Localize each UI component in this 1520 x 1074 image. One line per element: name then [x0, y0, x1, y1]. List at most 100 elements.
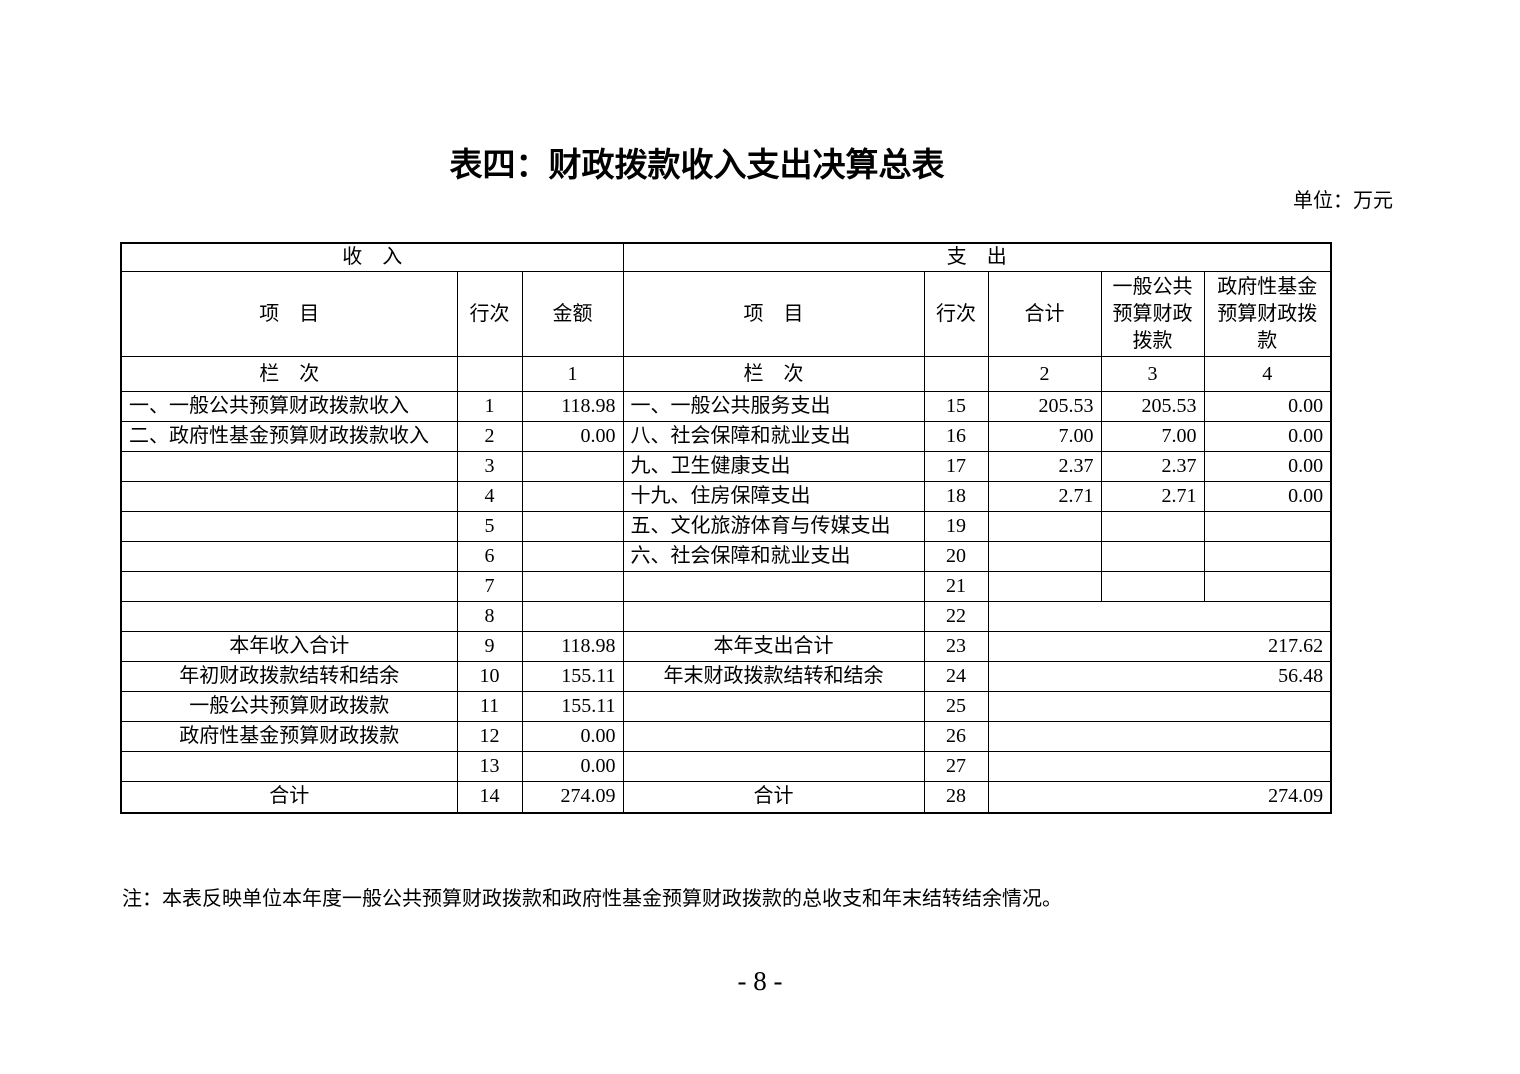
expense-total-col-no: 2: [987, 356, 1102, 392]
expense-lanci-label: 栏 次: [622, 356, 925, 392]
income-line-no: 14: [456, 781, 523, 813]
income-item: [120, 511, 458, 542]
income-amount: 155.11: [521, 691, 624, 722]
income-amount: [521, 511, 624, 542]
table-row: 二、政府性基金预算财政拨款收入 2 0.00 八、社会保障和就业支出 16 7.…: [120, 421, 1332, 452]
income-item: [120, 481, 458, 512]
expense-general: [1100, 541, 1205, 572]
expense-merged-value: [987, 601, 1332, 632]
income-item: 二、政府性基金预算财政拨款收入: [120, 421, 458, 452]
income-item: [120, 541, 458, 572]
income-amount: [521, 571, 624, 602]
expense-line-no: 22: [923, 601, 989, 632]
expense-total: 7.00: [987, 421, 1102, 452]
expense-line-no: 15: [923, 391, 989, 422]
expense-general: 205.53: [1100, 391, 1205, 422]
income-line-no: 2: [456, 421, 523, 452]
income-amount: [521, 481, 624, 512]
table-row: 3 九、卫生健康支出 17 2.37 2.37 0.00: [120, 451, 1332, 482]
income-item-header: 项 目: [120, 271, 458, 357]
income-section-header: 收 入: [120, 242, 624, 272]
expense-fund: 0.00: [1203, 391, 1332, 422]
expense-line-no: 26: [923, 721, 989, 752]
income-line-no: 1: [456, 391, 523, 422]
income-amount: 274.09: [521, 781, 624, 813]
expense-total: [987, 511, 1102, 542]
expense-item: 五、文化旅游体育与传媒支出: [622, 511, 925, 542]
income-line-no: 5: [456, 511, 523, 542]
income-item: [120, 451, 458, 482]
expense-item: [622, 721, 925, 752]
income-item: [120, 751, 458, 782]
expense-line-no: 21: [923, 571, 989, 602]
column-header-row: 项 目 行次 金额 项 目 行次 合计 一般公共预算财政拨款 政府性基金预算财政…: [120, 271, 1332, 357]
expense-item: 年末财政拨款结转和结余: [622, 661, 925, 692]
expense-total: [987, 571, 1102, 602]
income-item: 一、一般公共预算财政拨款收入: [120, 391, 458, 422]
expense-item: 十九、住房保障支出: [622, 481, 925, 512]
income-item: 政府性基金预算财政拨款: [120, 721, 458, 752]
column-index-row: 栏 次 1 栏 次 2 3 4: [120, 356, 1332, 392]
income-lanci-label: 栏 次: [120, 356, 458, 392]
expense-item: 八、社会保障和就业支出: [622, 421, 925, 452]
expense-total: [987, 541, 1102, 572]
expense-line-no: 23: [923, 631, 989, 662]
expense-merged-value: [987, 691, 1332, 722]
expense-line-no: 24: [923, 661, 989, 692]
income-line-no: 13: [456, 751, 523, 782]
expense-gov-fund-header: 政府性基金预算财政拨款: [1203, 271, 1332, 357]
table-row: 6 六、社会保障和就业支出 20: [120, 541, 1332, 572]
expense-general: [1100, 571, 1205, 602]
income-amount: 0.00: [521, 751, 624, 782]
unit-label: 单位：万元: [1293, 190, 1393, 212]
income-line-no: 11: [456, 691, 523, 722]
income-item: [120, 571, 458, 602]
expense-total: 2.71: [987, 481, 1102, 512]
page-title: 表四：财政拨款收入支出决算总表: [449, 146, 945, 183]
income-amount: 0.00: [521, 421, 624, 452]
expense-item: 九、卫生健康支出: [622, 451, 925, 482]
income-line-no: 4: [456, 481, 523, 512]
income-line-no: 6: [456, 541, 523, 572]
expense-line-no: 20: [923, 541, 989, 572]
expense-merged-value: [987, 751, 1332, 782]
income-amount: [521, 601, 624, 632]
income-amount: 118.98: [521, 631, 624, 662]
expense-item: 本年支出合计: [622, 631, 925, 662]
expense-general: [1100, 511, 1205, 542]
expense-line-blank: [923, 356, 989, 392]
expense-fund: 0.00: [1203, 421, 1332, 452]
income-amount: 118.98: [521, 391, 624, 422]
income-line-blank: [456, 356, 523, 392]
expense-general: 2.71: [1100, 481, 1205, 512]
expense-general: 7.00: [1100, 421, 1205, 452]
expense-item-header: 项 目: [622, 271, 925, 357]
table-row: 政府性基金预算财政拨款 12 0.00 26: [120, 721, 1332, 752]
expense-fund: [1203, 571, 1332, 602]
table-row: 年初财政拨款结转和结余 10 155.11 年末财政拨款结转和结余 24 56.…: [120, 661, 1332, 692]
income-line-no: 10: [456, 661, 523, 692]
expense-merged-value: 217.62: [987, 631, 1332, 662]
expense-fund: [1203, 541, 1332, 572]
income-amount-col-no: 1: [521, 356, 624, 392]
expense-line-no: 16: [923, 421, 989, 452]
table-row: 5 五、文化旅游体育与传媒支出 19: [120, 511, 1332, 542]
income-item: 本年收入合计: [120, 631, 458, 662]
expense-total: 205.53: [987, 391, 1102, 422]
income-line-no: 3: [456, 451, 523, 482]
expense-merged-value: 56.48: [987, 661, 1332, 692]
table-row: 13 0.00 27: [120, 751, 1332, 782]
expense-line-no: 28: [923, 781, 989, 813]
expense-item: 合计: [622, 781, 925, 813]
table-row: 7 21: [120, 571, 1332, 602]
income-amount: [521, 451, 624, 482]
income-amount: 155.11: [521, 661, 624, 692]
income-amount: 0.00: [521, 721, 624, 752]
table-footnote: 注：本表反映单位本年度一般公共预算财政拨款和政府性基金预算财政拨款的总收支和年末…: [122, 888, 1062, 910]
table-row: 8 22: [120, 601, 1332, 632]
expense-total: 2.37: [987, 451, 1102, 482]
expense-fund-col-no: 4: [1203, 356, 1332, 392]
expense-item: [622, 601, 925, 632]
expense-merged-value: [987, 721, 1332, 752]
